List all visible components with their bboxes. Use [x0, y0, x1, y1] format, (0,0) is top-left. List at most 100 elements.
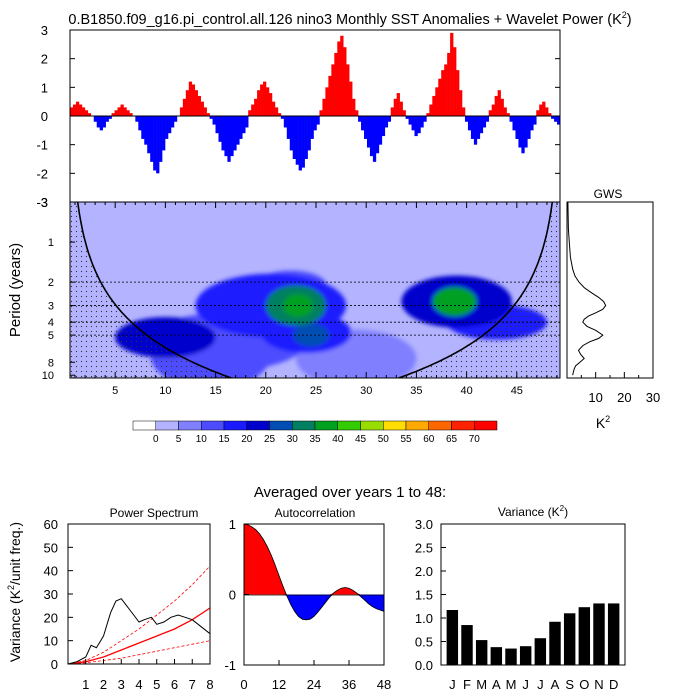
- colorbar-label: 10: [196, 434, 208, 445]
- wavelet-y-tick-label: 3: [48, 301, 54, 313]
- wavelet-x-tick-label: 10: [159, 385, 171, 397]
- anomaly-bar: [277, 113, 282, 116]
- variance-x-tick-label: A: [551, 677, 560, 692]
- variance-x-tick-label: N: [594, 677, 603, 692]
- anomaly-bar: [153, 116, 157, 171]
- anomaly-bar: [147, 116, 151, 154]
- anomaly-bar: [384, 116, 389, 128]
- anomaly-bar: [340, 35, 344, 116]
- coi-right-stipple: [398, 202, 560, 378]
- anomaly-bar: [369, 116, 374, 157]
- variance-x-tick-label: J: [449, 677, 456, 692]
- colorbar-label: 5: [176, 434, 182, 445]
- ac-y-axis: 1 0 -1: [224, 517, 249, 673]
- coi-right-curve: [396, 202, 554, 378]
- colorbar-label: 30: [287, 434, 299, 445]
- ps-x-tick-label: 8: [206, 677, 213, 692]
- anomaly-bar: [381, 116, 386, 137]
- anomaly-bar: [524, 116, 528, 148]
- gws-title: GWS: [594, 187, 623, 201]
- anomaly-bar: [274, 107, 279, 116]
- autocorrelation-panel: Autocorrelation 1 0 -1 0 12 24 36 48: [224, 506, 391, 692]
- colorbar-swatch: [314, 420, 338, 431]
- anomaly-bar: [123, 107, 127, 116]
- variance-bar: [607, 603, 620, 665]
- wavelet-x-tick-label: 30: [360, 385, 372, 397]
- anomaly-bar: [432, 95, 436, 116]
- anomaly-bar: [393, 98, 397, 116]
- ac-x-axis: 0 12 24 36 48: [240, 660, 391, 692]
- anomaly-bar: [349, 81, 353, 116]
- anomaly-bar: [411, 116, 415, 131]
- variance-bar: [549, 621, 561, 665]
- ac-x-tick-label: 0: [240, 677, 247, 692]
- wavelet-x-axis: 5 10 15 20 25 30 35 40 45: [74, 202, 558, 397]
- anomaly-bars: [70, 32, 561, 174]
- colorbar-swatch: [428, 420, 452, 431]
- gws-curve: [567, 201, 607, 376]
- anomaly-bar: [355, 110, 359, 116]
- anomaly-bar: [212, 116, 216, 125]
- anomaly-bar: [188, 81, 193, 116]
- anomaly-bar: [515, 116, 519, 139]
- anomaly-bar: [485, 116, 490, 122]
- colorbar-swatch: [269, 420, 293, 431]
- ac-x-tick-label: 12: [272, 677, 286, 692]
- anomaly-bar: [423, 116, 427, 122]
- anomaly-bar: [165, 116, 169, 139]
- anomaly-bar: [462, 107, 466, 116]
- anomaly-bar: [426, 113, 430, 116]
- anomaly-bar: [105, 116, 109, 122]
- anomaly-bar: [203, 107, 207, 116]
- wavelet-y-tick-label: 10: [42, 370, 54, 382]
- anomaly-bar: [70, 107, 74, 116]
- ac-y-tick-label: -1: [224, 658, 236, 673]
- anomaly-bar: [375, 116, 380, 154]
- anomaly-bar: [506, 113, 510, 116]
- wavelet-y-axis: 1 2 3 45 810 -3: [36, 195, 75, 382]
- wavelet-x-tick-label: 15: [209, 385, 221, 397]
- figure-title: 0.B1850.f09_g16.pi_control.all.126 nino3…: [68, 10, 631, 28]
- variance-bar: [563, 613, 576, 665]
- ps-x-tick-label: 7: [189, 677, 196, 692]
- anomaly-bar: [215, 116, 219, 134]
- variance-bar: [505, 648, 517, 665]
- ps-y-tick-label: 40: [44, 564, 58, 579]
- anomaly-bar: [372, 116, 377, 162]
- power-spectrum-title: Power Spectrum: [110, 506, 199, 520]
- ps-upper-bound-line: [67, 565, 211, 665]
- ac-negative-fill: [244, 594, 384, 620]
- anomaly-bar: [120, 104, 124, 116]
- variance-bar: [519, 646, 532, 665]
- ps-y-tick-label: 20: [44, 610, 58, 625]
- anomaly-bar: [456, 70, 460, 116]
- anomaly-bar: [197, 95, 201, 116]
- gws-x-tick-label: 30: [646, 390, 660, 405]
- anomaly-bar: [280, 116, 285, 119]
- anomaly-bar: [194, 90, 198, 116]
- anomaly-bar: [96, 116, 100, 128]
- anomaly-bar: [179, 107, 184, 116]
- anomaly-bar: [352, 98, 356, 116]
- lower-subtitle: Averaged over years 1 to 48:: [254, 484, 446, 501]
- anomaly-y-tick-label: -3: [36, 195, 48, 210]
- anomaly-bar: [126, 110, 130, 116]
- variance-bar: [461, 625, 473, 665]
- colorbar-swatch: [223, 420, 247, 431]
- anomaly-bar: [206, 113, 210, 116]
- ps-x-tick-label: 3: [118, 677, 125, 692]
- coi-left-curve: [76, 202, 234, 378]
- gws-x-tick-label: 20: [617, 390, 631, 405]
- anomaly-bar: [209, 116, 213, 119]
- anomaly-bar: [99, 116, 103, 131]
- anomaly-bar: [72, 104, 77, 116]
- anomaly-bar: [156, 116, 160, 174]
- gws-panel: GWS 10 20 30 K2: [566, 187, 660, 431]
- wavelet-contour-blob: [282, 294, 313, 318]
- variance-bar: [593, 603, 605, 665]
- anomaly-bar: [545, 107, 549, 116]
- variance-y-tick-label: 0.0: [415, 658, 433, 673]
- anomaly-bar: [467, 116, 472, 131]
- colorbar-label: 35: [309, 434, 321, 445]
- colorbar-swatch: [292, 420, 316, 431]
